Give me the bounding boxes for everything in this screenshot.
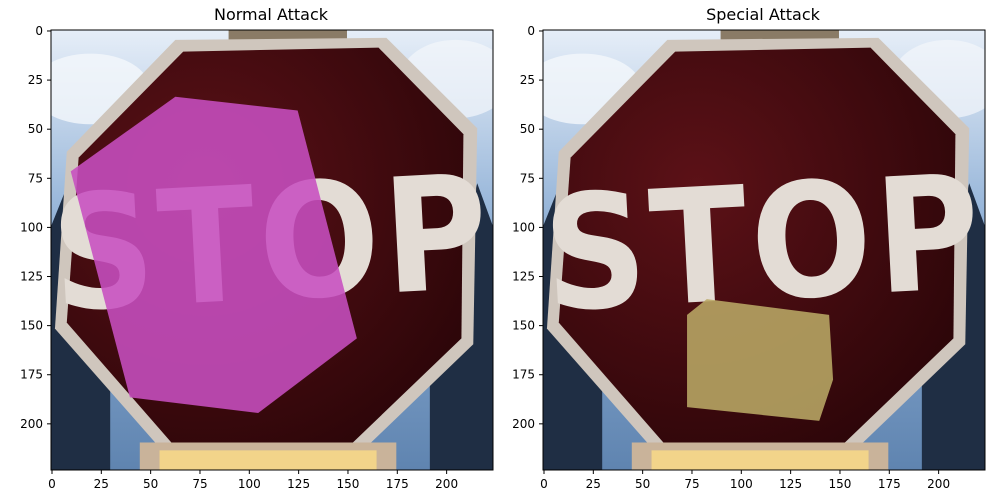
panel-special-attack: Special Attack STOP 0 25 50 75 100 125 150 175 2…	[512, 5, 986, 491]
x-axis: 0 25 50 75 100 125 150 175 200	[540, 470, 950, 491]
y-tick-label: 75	[28, 171, 43, 185]
x-tick-label: 25	[94, 477, 109, 491]
y-axis: 0 25 50 75 100 125 150 175 200	[20, 24, 51, 431]
y-tick-label: 100	[20, 220, 43, 234]
y-tick-label: 50	[28, 122, 43, 136]
x-tick-label: 100	[730, 477, 753, 491]
attack-patch	[70, 96, 357, 414]
axes-frame	[542, 29, 986, 471]
y-tick-label: 0	[527, 24, 535, 38]
x-tick-label: 0	[540, 477, 548, 491]
x-tick-label: 125	[287, 477, 310, 491]
x-tick-label: 50	[635, 477, 650, 491]
stop-sign-image: STOP	[51, 30, 493, 470]
lower-sign-light	[651, 450, 869, 470]
y-tick-label: 125	[20, 270, 43, 284]
x-tick-label: 75	[684, 477, 699, 491]
panel-normal-attack: Normal Attack STOP 0 25 50 75 100 125 150 175 20…	[20, 5, 494, 491]
x-axis: 0 25 50 75 100 125 150 175 200	[48, 470, 458, 491]
x-tick-label: 150	[829, 477, 852, 491]
panel-title: Normal Attack	[214, 5, 329, 24]
y-tick-label: 25	[28, 73, 43, 87]
x-tick-label: 50	[143, 477, 158, 491]
x-tick-label: 200	[927, 477, 950, 491]
y-tick-label: 175	[512, 368, 535, 382]
axes-frame	[50, 29, 494, 471]
y-tick-label: 150	[512, 319, 535, 333]
x-tick-label: 125	[779, 477, 802, 491]
y-tick-label: 25	[520, 73, 535, 87]
x-tick-label: 25	[586, 477, 601, 491]
x-tick-label: 75	[192, 477, 207, 491]
panel-title: Special Attack	[706, 5, 821, 24]
stop-sign-image: STOP	[543, 30, 985, 470]
y-tick-label: 125	[512, 270, 535, 284]
x-tick-label: 150	[337, 477, 360, 491]
x-tick-label: 175	[878, 477, 901, 491]
y-tick-label: 50	[520, 122, 535, 136]
y-tick-label: 75	[520, 171, 535, 185]
y-tick-label: 200	[512, 417, 535, 431]
sign-face	[558, 47, 956, 443]
y-tick-label: 0	[35, 24, 43, 38]
y-tick-label: 175	[20, 368, 43, 382]
y-tick-label: 100	[512, 220, 535, 234]
lower-sign-light	[159, 450, 377, 470]
y-tick-label: 200	[20, 417, 43, 431]
x-tick-label: 175	[386, 477, 409, 491]
x-tick-label: 0	[48, 477, 56, 491]
y-axis: 0 25 50 75 100 125 150 175 200	[512, 24, 543, 431]
y-tick-label: 150	[20, 319, 43, 333]
x-tick-label: 100	[238, 477, 261, 491]
attack-patch	[687, 299, 834, 421]
x-tick-label: 200	[435, 477, 458, 491]
